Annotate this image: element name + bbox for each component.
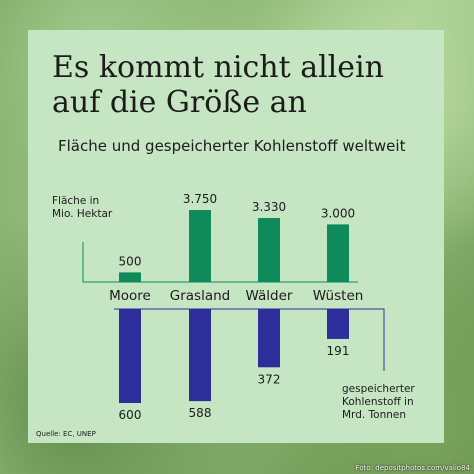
lower-series-label: Mrd. Tonnen (342, 409, 406, 421)
bar-area-value-label: 500 (119, 254, 142, 268)
photo-credit: Foto: depositphotos.com/valio84 (355, 464, 470, 472)
bar-area-0 (119, 272, 141, 282)
bar-area-value-label: 3.330 (252, 200, 286, 214)
bar-area-1 (189, 210, 211, 282)
bar-carbon-value-label: 372 (258, 372, 281, 386)
bar-carbon-2 (258, 309, 280, 368)
upper-series-label: Mio. Hektar (52, 208, 113, 220)
category-label: Grasland (170, 288, 230, 304)
bar-carbon-value-label: 600 (119, 408, 142, 422)
chart-card: Es kommt nicht allein auf die Größe an F… (28, 30, 444, 443)
bar-carbon-value-label: 588 (189, 406, 212, 420)
upper-series-label: Fläche in (52, 195, 99, 207)
bar-area-value-label: 3.000 (321, 206, 355, 220)
bar-carbon-1 (189, 309, 211, 402)
lower-series-label: gespeicherter (342, 383, 415, 395)
bar-area-3 (327, 224, 349, 282)
lower-series-label: Kohlenstoff in (342, 396, 414, 408)
category-label: Wüsten (313, 288, 364, 304)
bar-area-value-label: 3.750 (183, 192, 217, 206)
bar-area-2 (258, 218, 280, 282)
bar-carbon-0 (119, 309, 141, 403)
category-label: Moore (109, 288, 151, 304)
chart-subtitle: Fläche und gespeicherter Kohlenstoff wel… (58, 137, 406, 155)
bar-carbon-value-label: 191 (327, 344, 350, 358)
chart-title: Es kommt nicht allein auf die Größe an (52, 50, 384, 120)
bar-carbon-3 (327, 309, 349, 339)
category-label: Wälder (246, 288, 293, 304)
source-note: Quelle: EC, UNEP (36, 430, 96, 438)
